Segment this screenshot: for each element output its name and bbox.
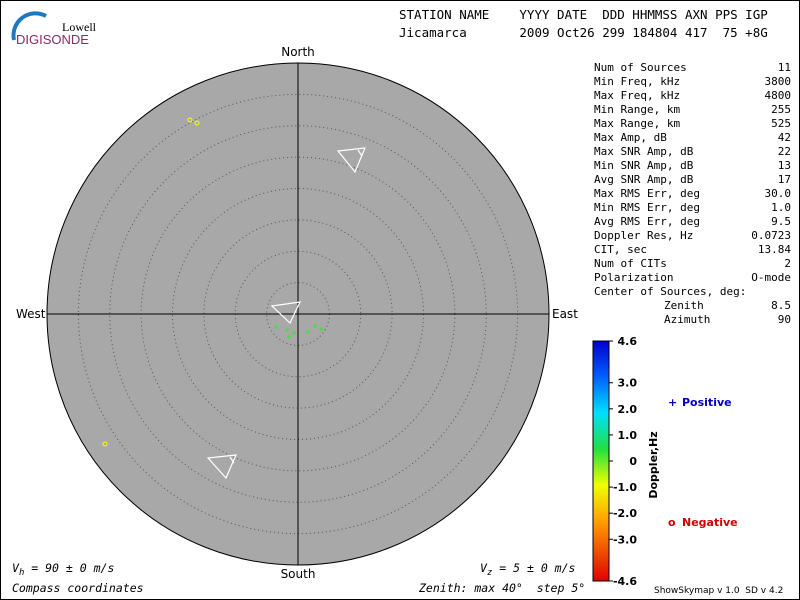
stat-label: Doppler Res, Hz [594, 229, 693, 242]
colorbar-tick-label: 1.0 [618, 429, 638, 442]
negative-symbol: o [668, 516, 676, 529]
stat-label: Min SNR Amp, dB [594, 159, 694, 172]
stat-value: 3800 [765, 75, 792, 88]
colorbar-tick-label: -4.6 [613, 575, 637, 588]
arrow [270, 301, 302, 325]
header-values: Jicamarca 2009 Oct26 299 184804 417 75 +… [399, 25, 768, 40]
stat-value: 30.0 [765, 187, 792, 200]
azimuth-value: 90 [778, 313, 791, 326]
header-columns: STATION NAME YYYY DATE DDD HHMMSS AXN PP… [399, 7, 768, 22]
coordinates-label: Compass coordinates [12, 581, 144, 595]
stat-label: Max RMS Err, deg [594, 187, 700, 200]
stat-label: Min RMS Err, deg [594, 201, 700, 214]
stat-value: 13.84 [758, 243, 791, 256]
colorbar-tick-label: -3.0 [613, 533, 637, 546]
colorbar-tick-label: -2.0 [613, 507, 637, 520]
stat-value: 22 [778, 145, 791, 158]
colorbar-tick-label: 3.0 [618, 377, 638, 390]
colorbar-tick-label: -1.0 [613, 481, 637, 494]
stat-value: O-mode [751, 271, 791, 284]
colorbar-tick-label: 4.6 [618, 335, 638, 348]
source [102, 441, 108, 447]
stat-value: 2 [784, 257, 791, 270]
stat-value: 525 [771, 117, 791, 130]
stat-value: 13 [778, 159, 791, 172]
stat-value: 1.0 [771, 201, 791, 214]
stats-table: Num of Sources 11 Min Freq, kHz 3800 Max Fre… [594, 61, 791, 284]
colorbar-ticks: 4.6 3.0 2.0 1.0 0 -1.0 -2.0 -3.0 -4.6 [609, 335, 637, 588]
north-label: North [281, 45, 315, 59]
source [187, 117, 193, 123]
zenith-label: Zenith [664, 299, 704, 312]
stat-label: Avg SNR Amp, dB [594, 173, 694, 186]
version-label: ShowSkymap v 1.0 SD v 4.2 [654, 586, 783, 596]
azimuth-label: Azimuth [664, 313, 710, 326]
sources [102, 117, 323, 447]
positive-label: Positive [682, 396, 732, 409]
east-label: East [552, 307, 578, 321]
velocity-arrows [206, 147, 366, 480]
zenith-scale-label: Zenith: max 40° step 5° [418, 581, 585, 595]
colorbar-tick-label: 2.0 [618, 403, 638, 416]
stat-label: Min Range, km [594, 103, 680, 116]
stat-label: Num of Sources [594, 61, 687, 74]
stat-value: 0.0723 [751, 229, 791, 242]
colorbar-tick-label: 0 [629, 455, 637, 468]
stat-label: Avg RMS Err, deg [594, 215, 700, 228]
stat-value: 9.5 [771, 215, 791, 228]
vz-label: Vz = 5 ± 0 m/s [480, 561, 576, 578]
negative-label: Negative [682, 516, 738, 529]
stat-value: 11 [778, 61, 791, 74]
vh-label: Vh = 90 ± 0 m/s [12, 561, 114, 578]
stat-label: Max Amp, dB [594, 131, 667, 144]
stat-label: Num of CITs [594, 257, 667, 270]
logo-product: DIGISONDE [16, 32, 89, 47]
arrow [336, 147, 366, 174]
arrow [206, 454, 237, 480]
logo-swoosh [11, 11, 47, 41]
stat-label: CIT, sec [594, 243, 647, 256]
west-label: West [16, 307, 46, 321]
stat-label: Polarization [594, 271, 673, 284]
stat-value: 4800 [765, 89, 792, 102]
source-positive [274, 324, 323, 339]
stat-label: Max Range, km [594, 117, 680, 130]
stat-value: 42 [778, 131, 791, 144]
stat-label: Max SNR Amp, dB [594, 145, 694, 158]
stat-label: Min Freq, kHz [594, 75, 680, 88]
positive-symbol: + [668, 396, 677, 409]
zenith-value: 8.5 [771, 299, 791, 312]
colorbar-title: Doppler,Hz [647, 431, 660, 498]
colorbar [592, 340, 610, 582]
stat-label: Max Freq, kHz [594, 89, 680, 102]
logo-brand: Lowell [62, 20, 97, 34]
center-title: Center of Sources, deg: [594, 285, 746, 298]
south-label: South [281, 567, 316, 581]
source [194, 120, 200, 126]
stat-value: 255 [771, 103, 791, 116]
stat-value: 17 [778, 173, 791, 186]
